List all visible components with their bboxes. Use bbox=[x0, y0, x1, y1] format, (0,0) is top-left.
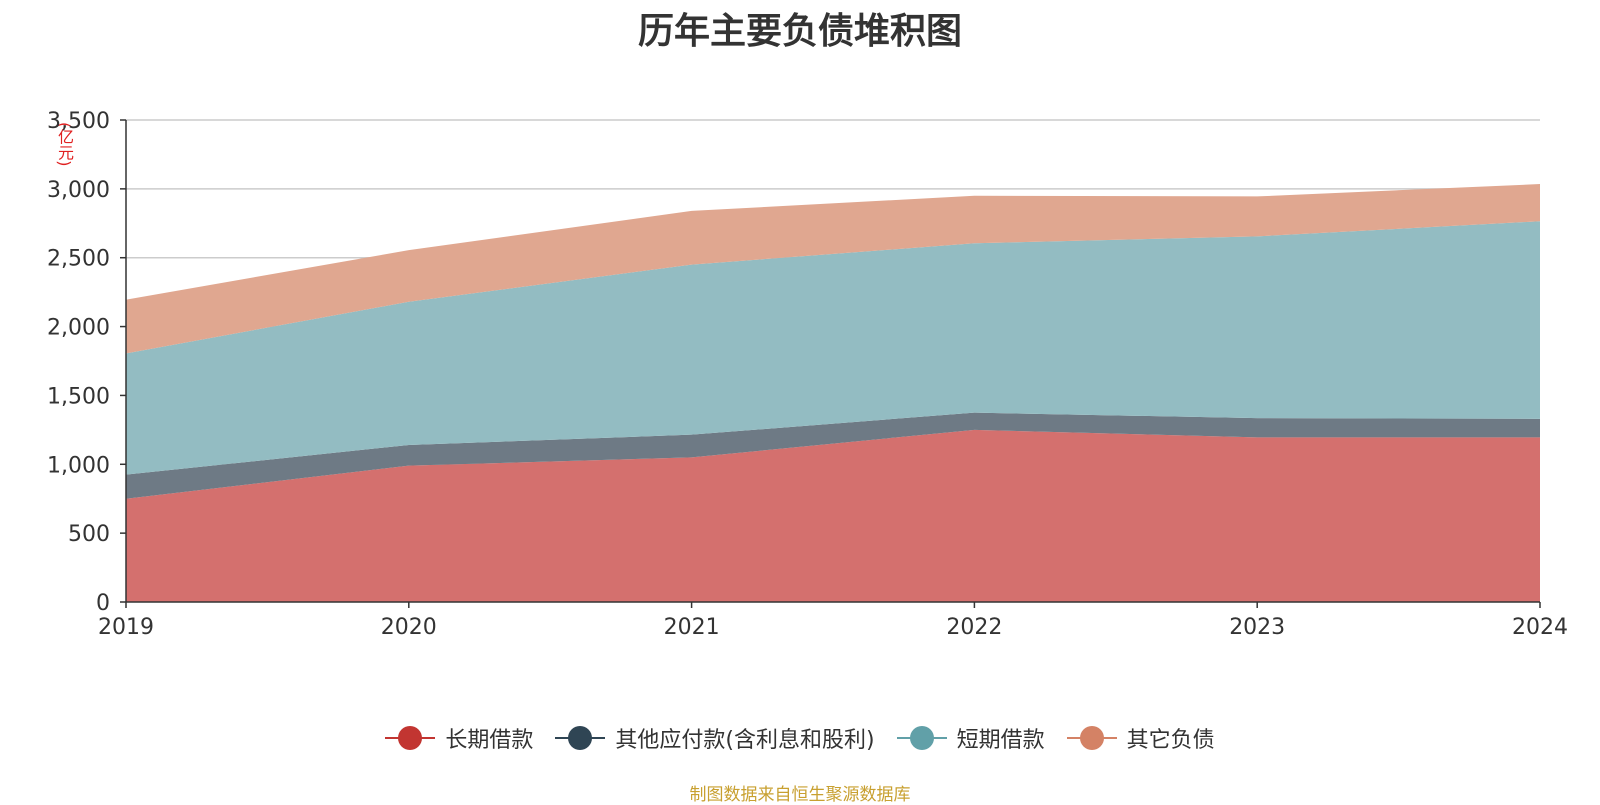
y-tick-label: 2,500 bbox=[47, 247, 110, 272]
legend-label: 长期借款 bbox=[445, 728, 534, 753]
legend-label: 其他应付款(含利息和股利) bbox=[615, 728, 875, 753]
legend-marker-icon bbox=[896, 725, 947, 751]
legend-marker-icon bbox=[555, 725, 606, 751]
y-tick-label: 2,000 bbox=[47, 316, 110, 341]
legend-item[interactable]: 其它负债 bbox=[1066, 722, 1215, 754]
y-tick-labels: 0 500 1,000 1,500 2,000 2,500 3,000 3,500 bbox=[47, 109, 110, 616]
area-series bbox=[126, 412, 1540, 499]
y-tick-label: 1,000 bbox=[47, 453, 110, 478]
y-tick-label: 3,000 bbox=[47, 178, 110, 203]
y-tick-label: 3,500 bbox=[47, 109, 110, 134]
legend-marker-icon bbox=[1066, 725, 1117, 751]
y-tick-label: 500 bbox=[68, 522, 110, 547]
x-tick-label: 2019 bbox=[98, 615, 154, 640]
legend-item[interactable]: 长期借款 bbox=[385, 722, 533, 754]
x-tick-labels: 2019 2020 2021 2022 2023 2024 bbox=[98, 615, 1568, 640]
area-series bbox=[126, 221, 1540, 475]
x-tick-label: 2024 bbox=[1512, 615, 1568, 640]
x-tick-label: 2020 bbox=[381, 615, 437, 640]
legend-label: 其它负债 bbox=[1126, 728, 1215, 753]
y-tick-label: 0 bbox=[96, 591, 110, 616]
legend-item[interactable]: 其他应付款(含利息和股利) bbox=[555, 722, 875, 754]
area-series bbox=[126, 184, 1540, 354]
y-tick-label: 1,500 bbox=[47, 384, 110, 409]
x-tick-label: 2021 bbox=[664, 615, 720, 640]
x-tick-label: 2022 bbox=[946, 615, 1002, 640]
axes bbox=[120, 119, 1541, 608]
area-series bbox=[126, 429, 1540, 602]
series-areas bbox=[126, 184, 1540, 602]
legend: 长期借款 其他应付款(含利息和股利) 短期借款 其它负债 bbox=[0, 722, 1600, 754]
y-axis-unit: (亿元) bbox=[55, 122, 74, 167]
x-tick-label: 2023 bbox=[1229, 615, 1285, 640]
legend-item[interactable]: 短期借款 bbox=[896, 722, 1045, 754]
legend-marker-icon bbox=[385, 725, 436, 751]
legend-label: 短期借款 bbox=[956, 728, 1045, 753]
data-source-note: 制图数据来自恒生聚源数据库 bbox=[689, 785, 911, 805]
chart-title: 历年主要负债堆积图 bbox=[637, 11, 962, 52]
